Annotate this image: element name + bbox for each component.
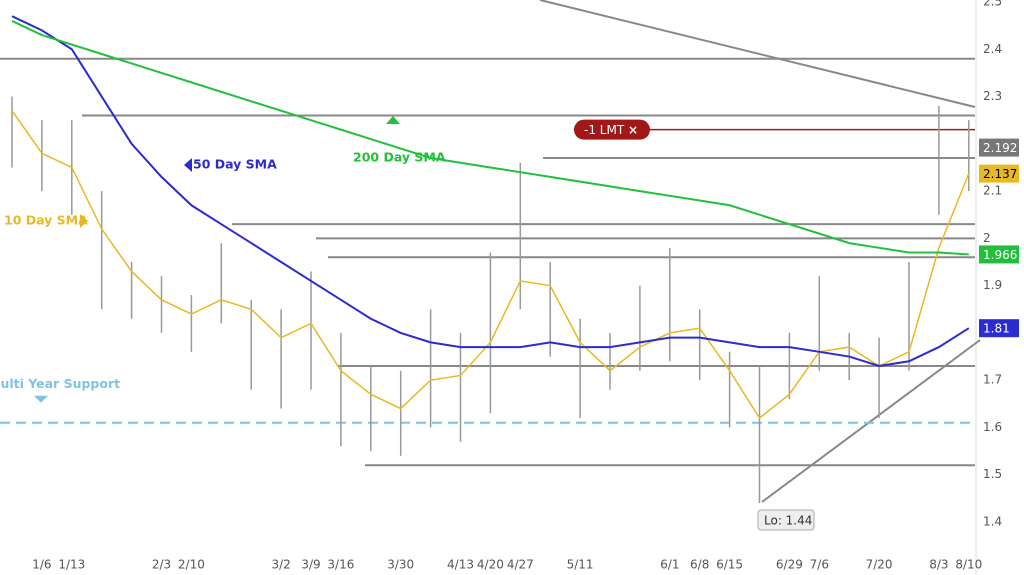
y-tick-label: 2.1: [983, 184, 1002, 198]
y-tick-label: 2.4: [983, 42, 1002, 56]
x-tick-label: 1/6: [32, 558, 51, 572]
y-tick-label: 2.3: [983, 89, 1002, 103]
value-tag-label: 1.81: [983, 322, 1010, 336]
x-tick-label: 4/27: [507, 558, 534, 572]
y-tick-label: 1.5: [983, 467, 1002, 481]
x-tick-label: 4/20: [477, 558, 504, 572]
x-tick-label: 8/3: [929, 558, 948, 572]
down-trendline: [539, 0, 976, 108]
order-close[interactable]: ×: [628, 123, 638, 137]
x-tick-label: 6/29: [776, 558, 803, 572]
value-tag-label: 2.137: [983, 167, 1017, 181]
sma-note: 200 Day SMA: [353, 150, 446, 165]
support-label: Multi Year Support: [0, 376, 120, 391]
x-tick-label: 2/10: [178, 558, 205, 572]
x-tick-label: 6/15: [716, 558, 743, 572]
value-tag-label: 2.192: [983, 141, 1017, 155]
price-axis-bg: [976, 0, 1024, 575]
y-tick-label: 1.9: [983, 278, 1002, 292]
y-tick-label: 1.4: [983, 515, 1002, 529]
order-tag: [574, 119, 650, 140]
value-tag: [979, 164, 1019, 183]
sma-note: 50 Day SMA: [193, 157, 277, 172]
x-tick-label: 2/3: [152, 558, 171, 572]
sma-note: 10 Day SMA: [4, 213, 88, 228]
sma-line: [11, 20, 969, 256]
sma-line: [11, 110, 970, 420]
x-tick-label: 3/9: [301, 558, 320, 572]
x-tick-label: 4/13: [447, 558, 474, 572]
y-tick-label: 2: [983, 231, 991, 245]
x-tick-label: 3/16: [327, 558, 354, 572]
order-label: -1 LMT: [584, 123, 625, 137]
value-tag: [979, 245, 1019, 264]
x-tick-label: 3/30: [387, 558, 414, 572]
value-tag: [979, 138, 1019, 157]
sma-marker: [80, 214, 88, 228]
sma-marker: [386, 116, 400, 124]
sma-line: [11, 15, 970, 368]
x-tick-label: 6/8: [690, 558, 709, 572]
y-tick-label: 1.6: [983, 420, 1002, 434]
low-label: Lo: 1.44: [764, 514, 812, 528]
value-tag-label: 1.966: [983, 248, 1017, 262]
y-tick-label: 1.7: [983, 373, 1002, 387]
support-marker: [34, 395, 48, 403]
x-tick-label: 7/20: [866, 558, 893, 572]
sma-marker: [184, 158, 192, 172]
x-tick-label: 3/2: [271, 558, 290, 572]
x-tick-label: 8/10: [955, 558, 982, 572]
x-tick-label: 5/11: [567, 558, 594, 572]
x-tick-label: 6/1: [660, 558, 679, 572]
y-tick-label: 2.5: [983, 0, 1002, 9]
x-tick-label: 7/6: [810, 558, 829, 572]
value-tag: [979, 319, 1019, 338]
x-tick-label: 1/13: [58, 558, 85, 572]
low-tag: [757, 509, 815, 531]
